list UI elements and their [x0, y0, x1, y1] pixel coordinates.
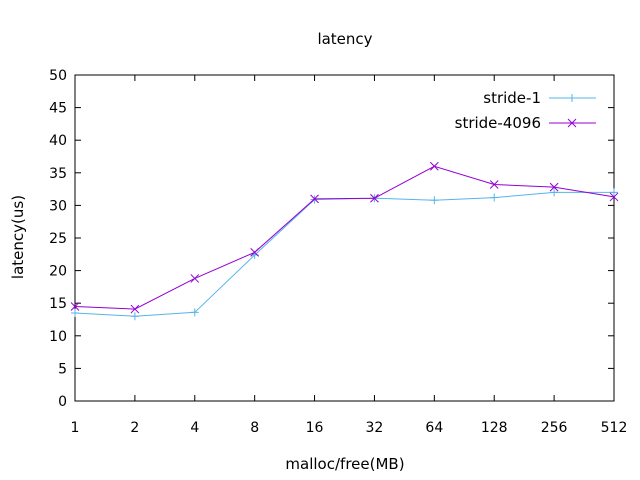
y-tick-label: 25: [49, 231, 67, 247]
data-point-stride-4096: [190, 274, 200, 283]
y-tick-label: 5: [58, 361, 67, 377]
legend-label-stride-4096: stride-4096: [455, 114, 541, 132]
plot-area-border: [74, 74, 615, 402]
data-point-stride-4096: [370, 193, 379, 203]
data-point-stride-1: [550, 188, 559, 197]
data-point-stride-1: [490, 193, 499, 202]
y-tick-label: 30: [49, 198, 67, 214]
data-point-stride-4096: [609, 192, 619, 202]
y-tick-label: 50: [49, 68, 67, 84]
data-point-stride-1: [610, 188, 618, 197]
data-point-stride-4096: [250, 247, 260, 257]
y-tick-label: 20: [49, 264, 67, 280]
series-line-stride-4096: [74, 165, 615, 310]
legend-marker-stride-1: [568, 94, 576, 102]
y-axis-ticks: 0 5 10 15 20 25 30 35 40 45 50: [49, 68, 614, 410]
x-axis-title: malloc/free(MB): [285, 455, 404, 473]
data-point-stride-1: [130, 312, 139, 321]
legend: stride-1 stride-4096: [455, 89, 596, 132]
series-layer: [70, 161, 619, 321]
legend-label-stride-1: stride-1: [483, 89, 541, 107]
data-point-stride-4096: [130, 304, 140, 314]
x-tick-label: 4: [190, 420, 199, 436]
data-point-stride-4096: [549, 182, 559, 192]
x-tick-label: 64: [425, 420, 443, 436]
x-tick-label: 32: [366, 420, 384, 436]
y-tick-label: 45: [49, 101, 67, 117]
x-tick-label: 512: [601, 420, 628, 436]
data-point-stride-1: [430, 196, 439, 205]
legend-marker-stride-4096: [567, 118, 577, 128]
x-axis-ticks: 1 2 4 8 16 32 64 128 256 512: [71, 75, 628, 436]
y-tick-label: 35: [49, 166, 67, 182]
data-point-stride-4096: [489, 180, 499, 189]
series-line-stride-1: [74, 191, 614, 317]
data-point-stride-4096: [70, 302, 80, 311]
y-tick-label: 0: [58, 394, 67, 410]
x-tick-label: 128: [481, 420, 508, 436]
x-tick-label: 1: [71, 420, 80, 436]
chart-title: latency: [317, 30, 372, 48]
x-tick-label: 2: [130, 420, 139, 436]
data-point-stride-4096: [310, 194, 319, 204]
y-tick-label: 15: [49, 296, 67, 312]
x-tick-label: 256: [541, 420, 568, 436]
x-tick-label: 16: [306, 420, 324, 436]
data-point-stride-4096: [429, 161, 439, 171]
y-tick-label: 10: [49, 329, 67, 345]
data-point-stride-1: [71, 308, 79, 317]
y-axis-title: latency(us): [9, 195, 27, 279]
x-tick-label: 8: [250, 420, 259, 436]
data-point-stride-1: [190, 308, 199, 317]
y-tick-label: 40: [49, 133, 67, 149]
